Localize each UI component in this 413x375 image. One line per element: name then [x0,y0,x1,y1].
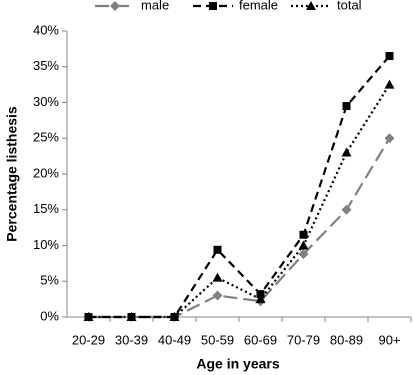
y-tick-label: 25% [33,130,59,145]
data-point [341,147,352,157]
y-tick-label: 40% [33,22,59,37]
data-point [83,312,94,321]
data-point [169,312,180,321]
x-axis-label: Age in years [196,356,279,372]
data-point [298,240,309,250]
legend-label: total [337,0,362,12]
data-point [342,102,351,111]
x-tick-label: 70-79 [287,332,320,347]
x-tick-label: 40-49 [158,332,191,347]
series-line [88,137,391,319]
x-tick-label: 30-39 [115,332,148,347]
legend-marker [306,1,316,10]
data-point [384,79,395,89]
data-point [384,133,395,144]
x-tick-label: 80-89 [330,332,363,347]
data-point [298,249,309,260]
y-tick-label: 10% [33,237,59,252]
legend-label: male [141,0,169,12]
y-tick-label: 20% [33,165,59,180]
data-point [341,204,352,215]
legend-marker [209,2,217,10]
y-axis-label: Percentage listhesis [4,106,20,242]
x-tick-label: 50-59 [201,332,234,347]
data-point [126,312,137,321]
x-tick-label: 60-69 [244,332,277,347]
data-point [299,230,308,239]
y-tick-label: 30% [33,94,59,109]
x-tick-label: 90+ [378,332,400,347]
series-line [88,84,391,319]
data-point [212,272,223,282]
y-tick-label: 35% [33,58,59,73]
y-tick-label: 15% [33,201,59,216]
data-point [385,52,394,61]
y-tick-label: 0% [40,308,59,323]
series-line [88,55,391,319]
legend-label: female [239,0,278,12]
data-point [255,294,266,304]
data-point [213,245,222,254]
data-point [212,290,223,301]
y-tick-label: 5% [40,273,59,288]
x-tick-label: 20-29 [72,332,105,347]
legend-marker [110,1,120,11]
